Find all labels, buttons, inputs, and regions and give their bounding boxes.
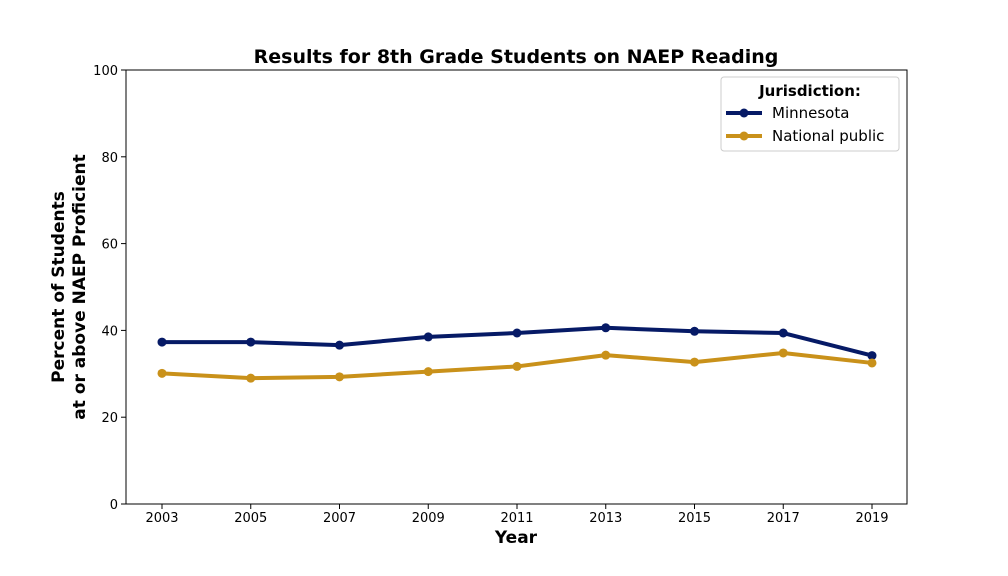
legend-swatch-marker xyxy=(739,108,749,118)
y-tick-label: 0 xyxy=(110,498,118,513)
x-axis: 2003 2005 2007 2009 2011 2013 2015 2017 2019 xyxy=(145,504,889,526)
data-point xyxy=(690,357,699,367)
series-layer xyxy=(157,323,877,383)
y-axis: 0 20 40 60 80 100 xyxy=(93,64,126,513)
series-national-public xyxy=(157,348,877,383)
data-point xyxy=(867,351,877,361)
legend: Jurisdiction: Minnesota National public xyxy=(720,76,900,152)
data-point xyxy=(867,358,877,368)
legend-box xyxy=(720,76,900,152)
data-point xyxy=(423,332,433,342)
legend-label: National public xyxy=(772,127,884,145)
data-point xyxy=(778,348,788,358)
x-tick-label: 2019 xyxy=(855,511,888,526)
chart-title: Results for 8th Grade Students on NAEP R… xyxy=(254,46,779,68)
data-point xyxy=(246,337,256,347)
data-point xyxy=(601,350,611,360)
data-point xyxy=(246,373,256,383)
x-tick-label: 2009 xyxy=(412,511,445,526)
data-point xyxy=(512,361,522,371)
y-axis-label-line2: at or above NAEP Proficient xyxy=(70,154,90,420)
x-tick-label: 2017 xyxy=(767,511,800,526)
x-tick-label: 2015 xyxy=(678,511,711,526)
data-point xyxy=(778,328,788,338)
x-tick-label: 2003 xyxy=(145,511,178,526)
legend-title: Jurisdiction: xyxy=(758,82,861,100)
legend-swatch-marker xyxy=(739,131,749,141)
y-axis-label-line1: Percent of Students xyxy=(49,191,69,383)
x-tick-label: 2005 xyxy=(234,511,267,526)
x-tick-label: 2007 xyxy=(323,511,356,526)
data-point xyxy=(601,323,611,333)
data-point xyxy=(157,368,167,378)
y-tick-label: 40 xyxy=(101,324,118,339)
y-tick-label: 100 xyxy=(93,64,118,79)
data-point xyxy=(335,340,344,350)
x-axis-label: Year xyxy=(494,528,538,548)
y-tick-label: 80 xyxy=(101,151,118,166)
data-point xyxy=(690,326,699,336)
data-point xyxy=(157,337,167,347)
series-minnesota xyxy=(157,323,877,361)
data-point xyxy=(335,372,344,382)
y-tick-label: 20 xyxy=(101,411,118,426)
y-tick-label: 60 xyxy=(101,238,118,253)
legend-label: Minnesota xyxy=(772,104,849,122)
x-tick-label: 2011 xyxy=(500,511,533,526)
x-tick-label: 2013 xyxy=(589,511,622,526)
data-point xyxy=(512,328,522,338)
y-axis-label: Percent of Students at or above NAEP Pro… xyxy=(49,154,90,420)
data-point xyxy=(423,367,433,377)
